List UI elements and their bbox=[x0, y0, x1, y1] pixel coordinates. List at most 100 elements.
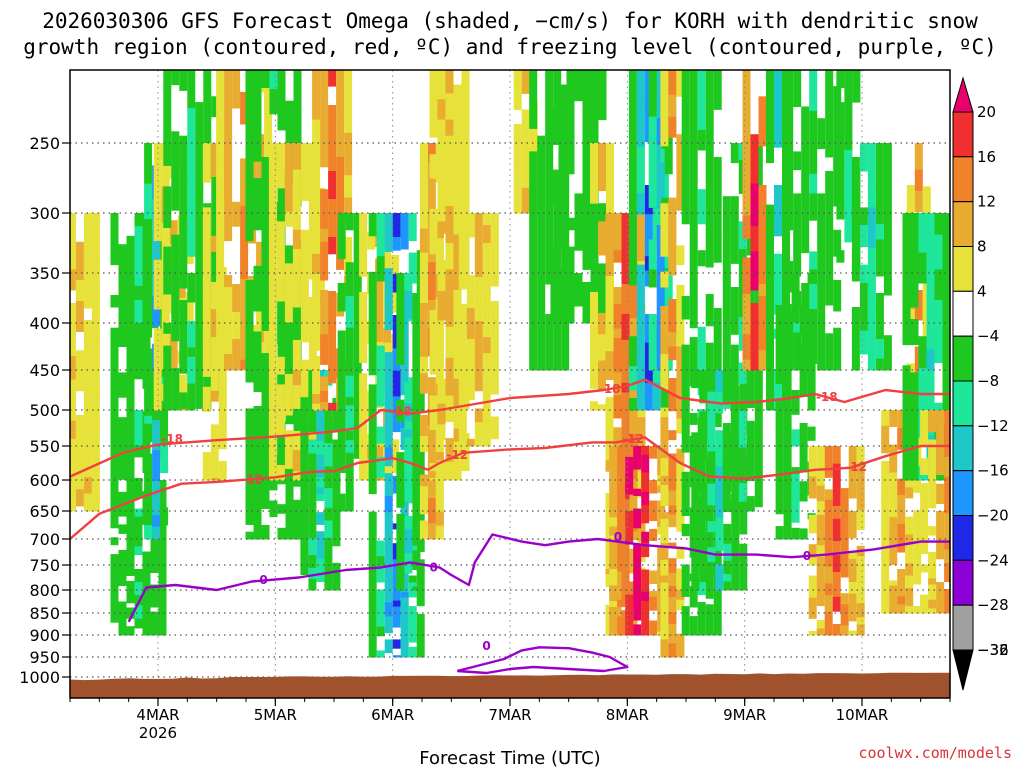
omega-cell bbox=[70, 320, 76, 335]
omega-cell bbox=[126, 295, 135, 326]
omega-cell bbox=[641, 483, 650, 493]
omega-cell bbox=[660, 458, 669, 477]
omega-cell bbox=[91, 446, 100, 454]
omega-cell bbox=[791, 390, 800, 415]
omega-cell bbox=[240, 206, 249, 248]
omega-cell bbox=[681, 372, 690, 399]
omega-cell bbox=[232, 284, 241, 298]
omega-cell bbox=[817, 296, 826, 327]
omega-cell bbox=[537, 135, 546, 152]
omega-cell bbox=[482, 337, 491, 354]
colorbar-segment bbox=[952, 201, 974, 247]
omega-cell bbox=[848, 446, 857, 467]
omega-cell bbox=[83, 320, 92, 333]
omega-cell bbox=[216, 338, 225, 350]
omega-cell bbox=[754, 485, 763, 508]
omega-cell bbox=[808, 557, 817, 566]
omega-cell bbox=[195, 377, 204, 387]
omega-cell bbox=[605, 287, 614, 307]
omega-cell bbox=[807, 426, 816, 441]
omega-cell bbox=[875, 293, 884, 312]
omega-cell bbox=[261, 229, 270, 261]
omega-cell bbox=[453, 466, 462, 481]
omega-cell bbox=[758, 296, 767, 323]
omega-cell bbox=[689, 412, 698, 425]
omega-cell bbox=[276, 422, 285, 437]
omega-cell bbox=[681, 422, 690, 446]
omega-cell bbox=[799, 440, 808, 455]
omega-cell bbox=[545, 314, 554, 346]
omega-cell bbox=[253, 343, 262, 364]
omega-cell bbox=[590, 186, 598, 204]
omega-cell bbox=[218, 398, 227, 416]
omega-cell bbox=[384, 551, 393, 559]
omega-cell bbox=[636, 193, 645, 215]
omega-cell bbox=[277, 330, 286, 356]
omega-cell bbox=[384, 458, 393, 467]
omega-cell bbox=[300, 229, 309, 263]
omega-cell bbox=[277, 504, 286, 514]
omega-cell bbox=[910, 383, 919, 393]
omega-cell bbox=[268, 275, 277, 287]
omega-cell bbox=[316, 487, 325, 495]
omega-cell bbox=[284, 211, 293, 227]
omega-cell bbox=[681, 182, 690, 206]
omega-cell bbox=[437, 403, 446, 425]
omega-cell bbox=[582, 179, 591, 203]
omega-cell bbox=[300, 280, 309, 302]
omega-cell bbox=[91, 373, 100, 397]
omega-cell bbox=[817, 325, 826, 344]
omega-cell bbox=[913, 576, 922, 585]
omega-cell bbox=[785, 140, 794, 182]
omega-cell bbox=[320, 303, 329, 335]
omega-cell bbox=[396, 470, 405, 478]
omega-cell bbox=[897, 569, 906, 587]
omega-cell bbox=[187, 151, 196, 172]
omega-cell bbox=[660, 271, 669, 288]
omega-cell bbox=[153, 143, 162, 189]
omega-cell bbox=[412, 550, 421, 564]
omega-cell bbox=[754, 442, 763, 456]
omega-cell bbox=[766, 349, 774, 362]
omega-cell bbox=[376, 615, 385, 623]
omega-cell bbox=[453, 199, 462, 236]
omega-cell bbox=[668, 651, 677, 657]
omega-cell bbox=[152, 526, 161, 540]
omega-cell bbox=[60, 432, 68, 443]
omega-cell bbox=[245, 446, 254, 461]
omega-cell bbox=[232, 201, 241, 227]
omega-cell bbox=[195, 121, 204, 158]
omega-cell bbox=[537, 289, 546, 304]
omega-cell bbox=[153, 215, 162, 242]
omega-cell bbox=[245, 354, 254, 373]
omega-cell bbox=[697, 453, 706, 473]
omega-cell bbox=[292, 229, 301, 250]
omega-cell bbox=[660, 559, 669, 576]
omega-cell bbox=[332, 457, 341, 473]
omega-cell bbox=[376, 226, 385, 257]
omega-cell bbox=[905, 516, 914, 535]
omega-cell bbox=[750, 279, 759, 291]
omega-cell bbox=[566, 90, 575, 137]
omega-cell bbox=[126, 542, 135, 554]
omega-cell bbox=[609, 555, 618, 570]
omega-cell bbox=[574, 70, 583, 102]
omega-cell bbox=[308, 336, 317, 363]
colorbar-segment bbox=[952, 156, 974, 203]
omega-cell bbox=[328, 330, 337, 355]
omega-cell bbox=[419, 530, 428, 540]
omega-cell bbox=[832, 506, 841, 513]
omega-cell bbox=[126, 581, 135, 587]
omega-cell bbox=[529, 70, 538, 113]
omega-cell bbox=[905, 552, 914, 564]
omega-cell bbox=[328, 70, 337, 87]
omega-cell bbox=[676, 599, 685, 611]
omega-cell bbox=[461, 124, 470, 144]
omega-cell bbox=[902, 390, 911, 400]
omega-cell bbox=[537, 246, 546, 260]
omega-cell bbox=[920, 433, 929, 448]
omega-cell bbox=[150, 539, 159, 552]
omega-cell bbox=[368, 521, 377, 532]
y-tick-label: 700 bbox=[29, 530, 60, 549]
omega-cell bbox=[368, 384, 377, 395]
